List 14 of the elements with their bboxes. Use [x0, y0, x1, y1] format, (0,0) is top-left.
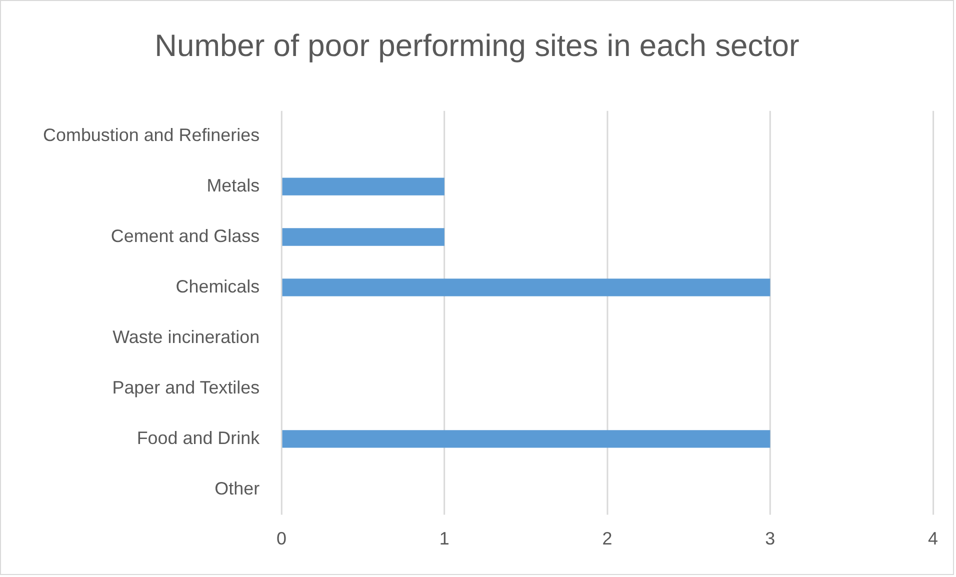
y-tick-label: Paper and Textiles	[112, 377, 260, 398]
x-tick-label: 4	[928, 528, 938, 548]
y-tick-label: Cement and Glass	[110, 226, 260, 246]
y-tick-label: Other	[214, 478, 260, 498]
x-tick-label: 2	[602, 528, 612, 548]
x-tick-label: 3	[765, 528, 776, 548]
x-tick-label: 0	[276, 528, 287, 548]
y-tick-label: Combustion and Refineries	[43, 125, 260, 145]
chart-title: Number of poor performing sites in each sector	[154, 28, 800, 63]
y-tick-label: Metals	[206, 175, 260, 196]
y-tick-label: Waste incineration	[112, 326, 260, 347]
y-tick-label: Food and Drink	[136, 428, 260, 448]
x-tick-label: 1	[439, 528, 450, 548]
y-tick-label: Chemicals	[176, 276, 260, 296]
